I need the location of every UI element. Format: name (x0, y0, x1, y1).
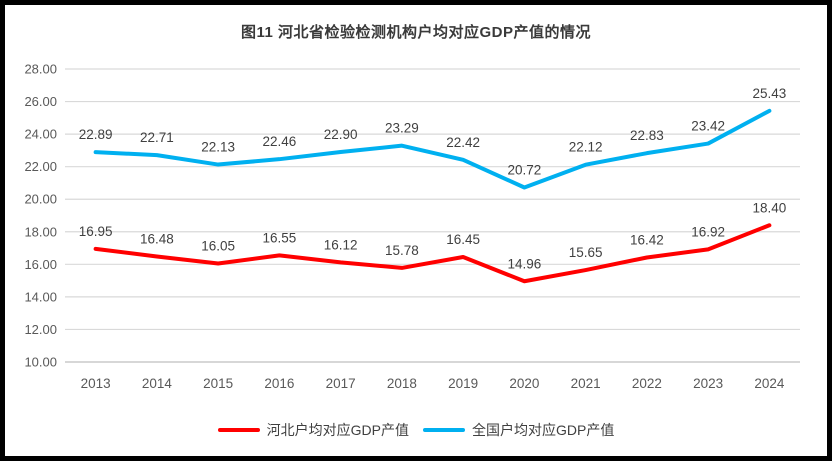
data-label: 16.42 (630, 232, 664, 247)
y-tick-label: 16.00 (24, 257, 57, 272)
y-tick-label: 26.00 (24, 94, 57, 109)
legend-label-hebei: 河北户均对应GDP产值 (266, 422, 409, 438)
data-label: 16.55 (262, 230, 296, 245)
chart-svg: 28.00 26.00 24.00 22.00 20.00 18.00 16.00 14.00… (24, 62, 800, 391)
series-line-0 (93, 223, 772, 284)
data-label: 20.72 (507, 163, 541, 178)
y-tick-label: 14.00 (24, 289, 57, 304)
data-label: 23.29 (385, 121, 419, 136)
x-tick-label: 2016 (264, 376, 294, 391)
x-tick-label: 2017 (326, 376, 356, 391)
data-label: 22.42 (446, 135, 480, 150)
data-label: 14.96 (507, 256, 541, 271)
data-label: 22.46 (262, 134, 296, 149)
data-label: 22.13 (201, 140, 235, 155)
data-label: 25.43 (752, 86, 786, 101)
data-label: 16.45 (446, 232, 480, 247)
legend-item-national: 全国户均对应GDP产值 (423, 420, 614, 440)
data-label: 16.95 (79, 224, 113, 239)
legend-swatch-hebei (217, 428, 260, 432)
legend-label-national: 全国户均对应GDP产值 (472, 422, 615, 438)
data-label: 22.71 (140, 130, 174, 145)
x-tick-label: 2013 (81, 376, 111, 391)
data-label: 22.90 (324, 127, 358, 142)
chart-legend: 河北户均对应GDP产值 全国户均对应GDP产值 (5, 420, 827, 440)
data-label: 23.42 (691, 119, 725, 134)
x-tick-label: 2015 (203, 376, 233, 391)
y-tick-label: 22.00 (24, 159, 57, 174)
y-tick-label: 12.00 (24, 322, 57, 337)
x-tick-label: 2018 (387, 376, 417, 391)
data-label: 16.48 (140, 232, 174, 247)
data-label: 16.12 (324, 237, 358, 252)
data-label: 22.12 (569, 140, 603, 155)
data-label: 15.65 (569, 245, 603, 260)
x-tick-label: 2022 (632, 376, 662, 391)
data-label: 15.78 (385, 243, 419, 258)
x-tick-label: 2019 (448, 376, 478, 391)
legend-swatch-national (423, 428, 465, 432)
x-tick-label: 2023 (693, 376, 723, 391)
y-tick-label: 20.00 (24, 192, 57, 207)
data-label: 18.40 (752, 200, 786, 215)
chart-title: 图11 河北省检验检测机构户均对应GDP产值的情况 (240, 24, 592, 41)
data-label: 22.89 (79, 127, 113, 142)
x-tick-label: 2024 (754, 376, 785, 391)
y-tick-label: 24.00 (24, 127, 57, 142)
y-tick-label: 18.00 (24, 224, 57, 239)
legend-item-hebei: 河北户均对应GDP产值 (217, 420, 409, 440)
data-label: 22.83 (630, 128, 664, 143)
data-label: 16.05 (201, 239, 235, 254)
data-label: 16.92 (691, 224, 725, 239)
y-tick-label: 10.00 (24, 355, 57, 370)
x-tick-label: 2014 (142, 376, 173, 391)
series-line-1 (93, 108, 772, 190)
x-tick-label: 2021 (571, 376, 601, 391)
y-tick-label: 28.00 (24, 62, 57, 77)
x-tick-label: 2020 (509, 376, 539, 391)
